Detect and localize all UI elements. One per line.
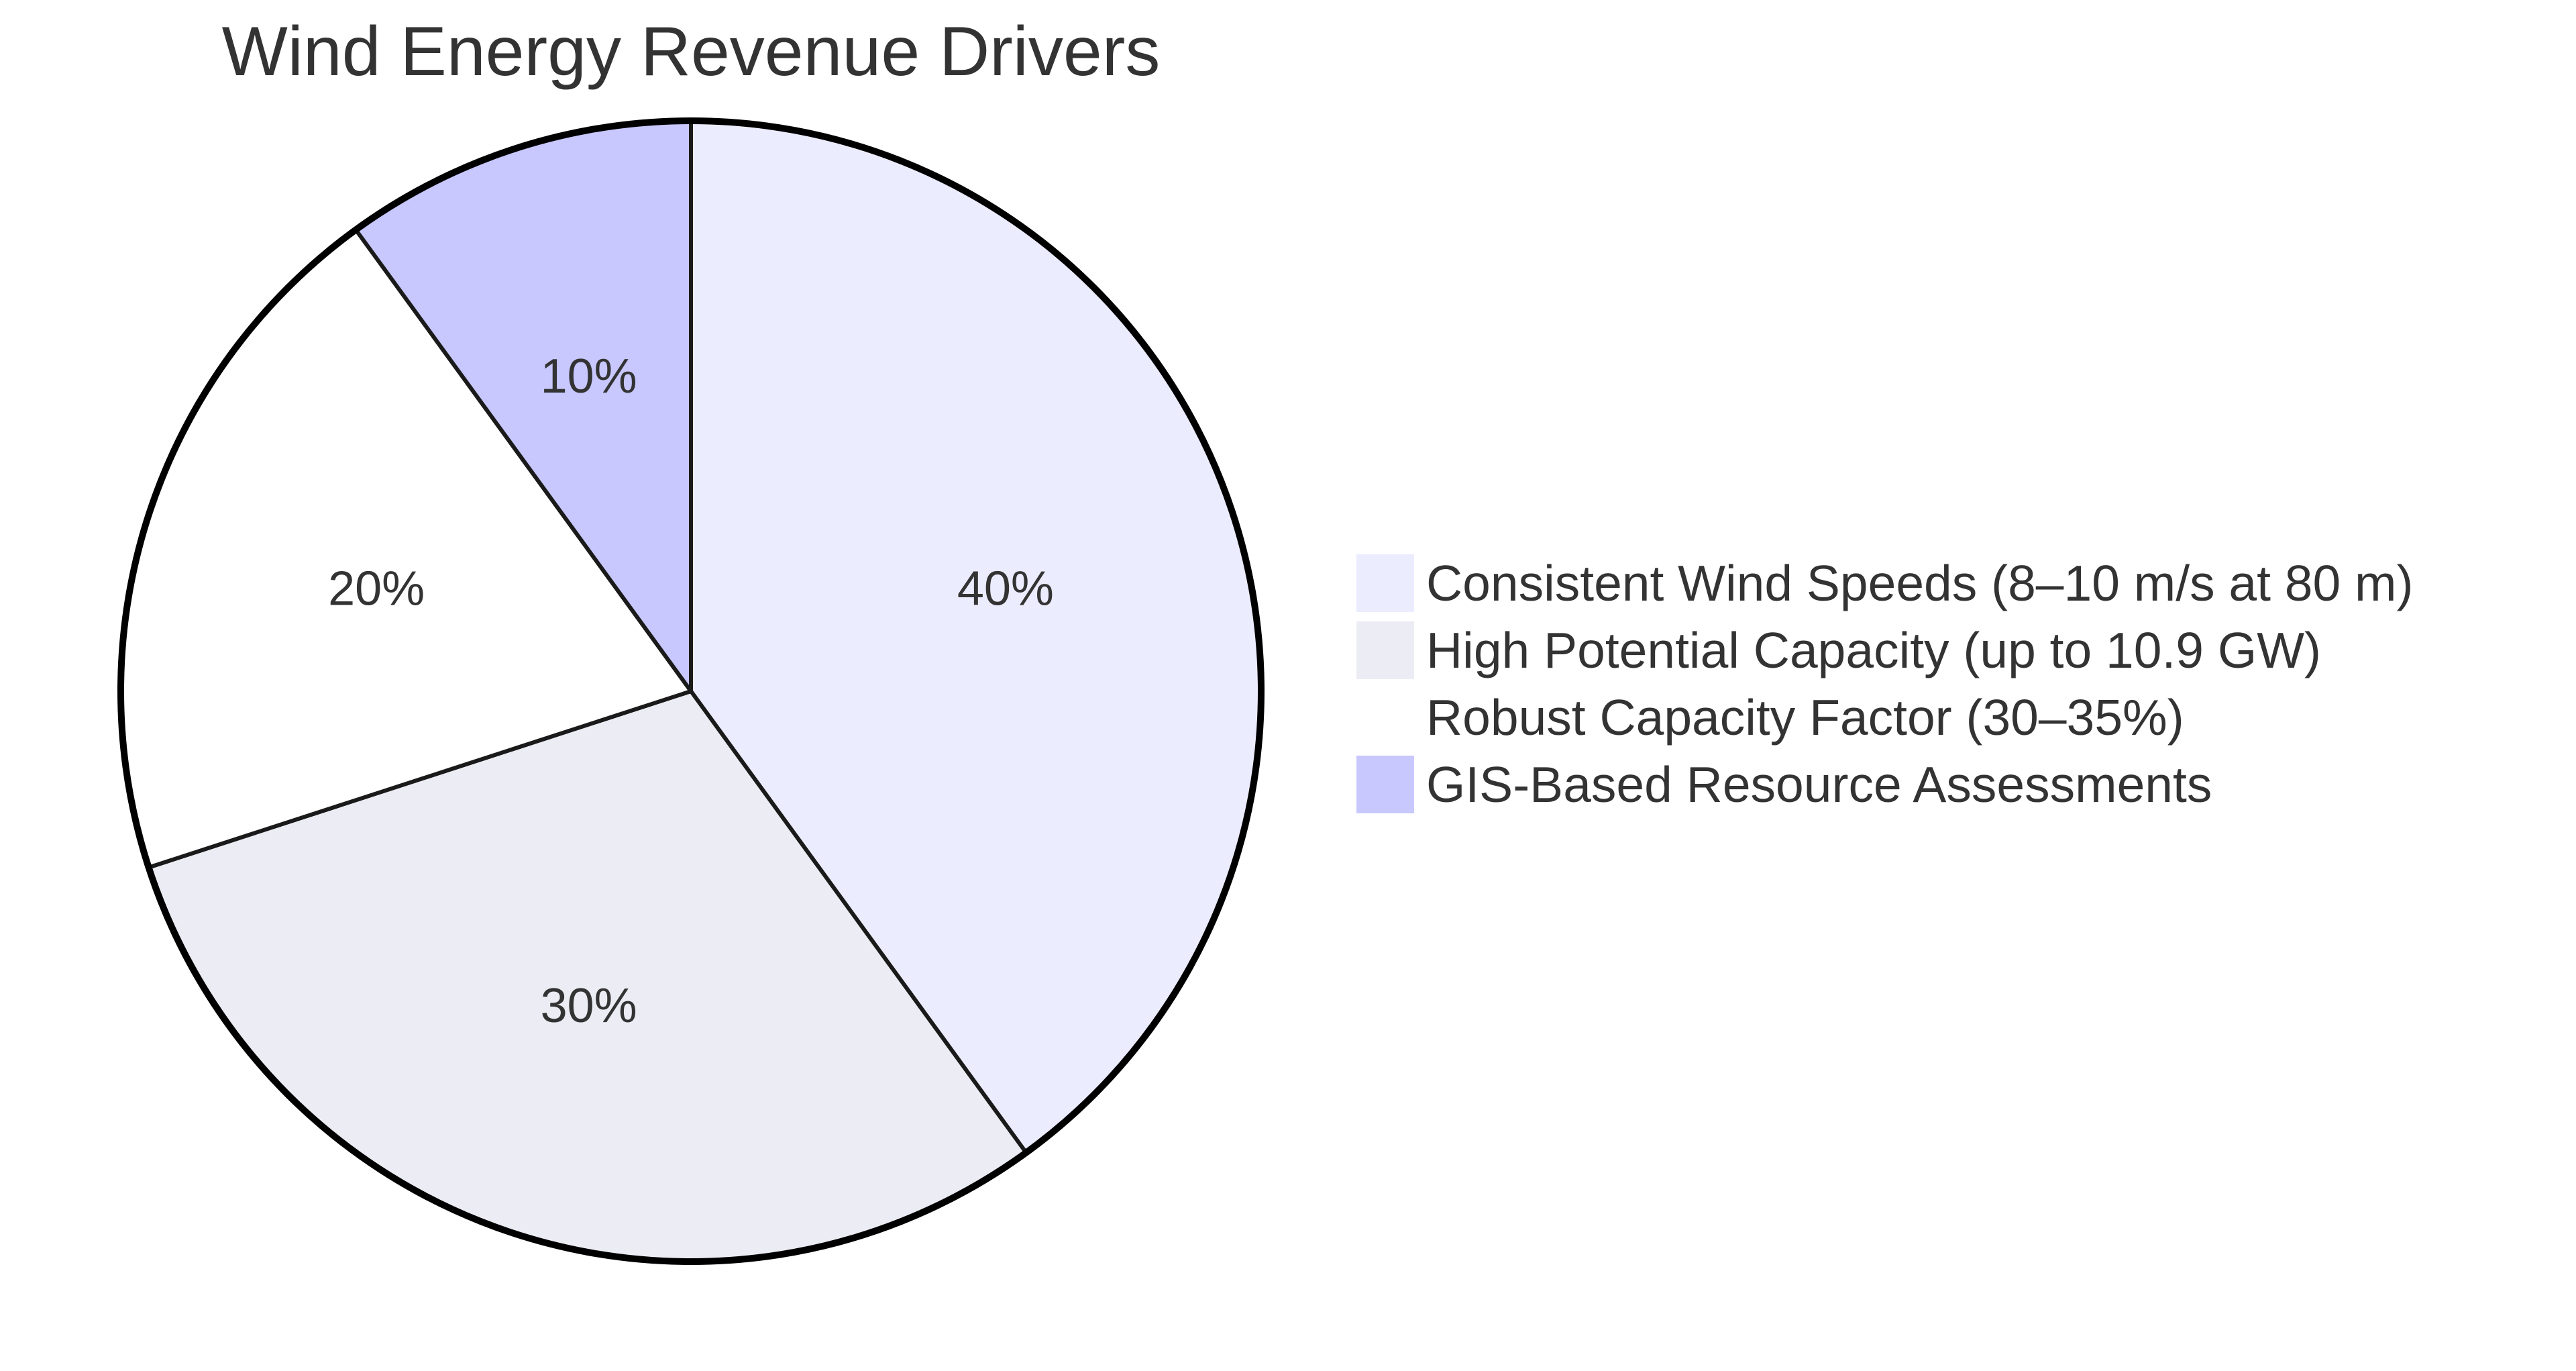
slice-label-gis-based-resource-assessments: 10% — [541, 350, 637, 403]
slice-label-robust-capacity-factor-30-35: 20% — [328, 562, 425, 616]
legend-label-consistent-wind-speeds-8-10-m-s-at-80-m: Consistent Wind Speeds (8–10 m/s at 80 m… — [1426, 555, 2414, 611]
pie-slices — [119, 119, 1263, 1264]
legend-swatch-gis-based-resource-assessments — [1356, 756, 1414, 813]
legend-label-robust-capacity-factor-30-35: Robust Capacity Factor (30–35%) — [1426, 689, 2184, 746]
slice-labels: 40% 30% 20% 10% — [328, 350, 1054, 1033]
legend-swatch-robust-capacity-factor-30-35 — [1356, 689, 1414, 746]
slice-label-high-potential-capacity-up-to-10-9-gw: 30% — [541, 979, 637, 1033]
legend-swatch-consistent-wind-speeds-8-10-m-s-at-80-m — [1356, 554, 1414, 612]
chart-title: Wind Energy Revenue Drivers — [222, 13, 1161, 91]
pie-outline — [117, 117, 1265, 1265]
legend: Consistent Wind Speeds (8–10 m/s at 80 m… — [1356, 554, 2414, 813]
legend-label-gis-based-resource-assessments: GIS-Based Resource Assessments — [1426, 756, 2212, 813]
legend-swatch-high-potential-capacity-up-to-10-9-gw — [1356, 621, 1414, 679]
legend-label-high-potential-capacity-up-to-10-9-gw: High Potential Capacity (up to 10.9 GW) — [1426, 622, 2321, 678]
slice-label-consistent-wind-speeds-8-10-m-s-at-80-m: 40% — [957, 562, 1054, 616]
